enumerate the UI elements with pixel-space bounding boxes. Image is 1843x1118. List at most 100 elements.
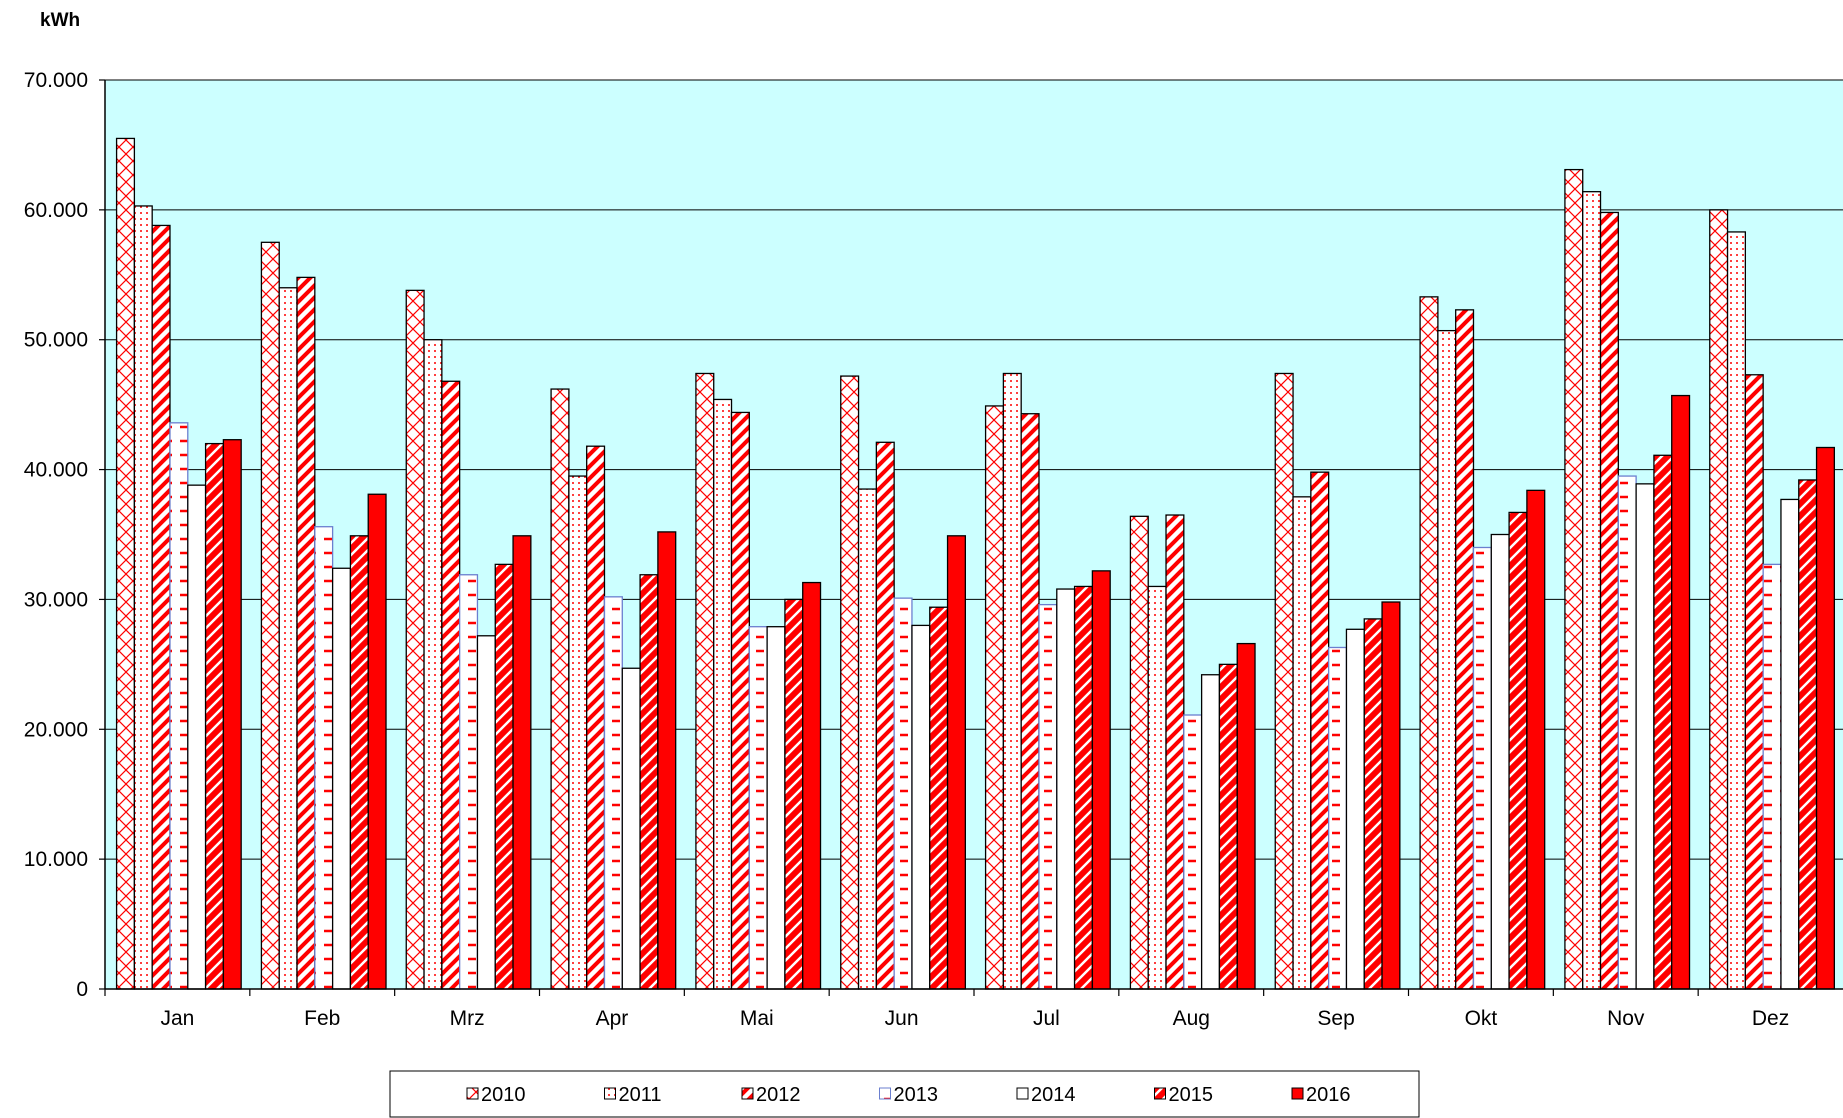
bar-2013-Mai (748, 626, 768, 990)
bar-2011-Mai (713, 398, 733, 990)
x-tick-label: Jan (160, 1007, 194, 1030)
bar-2014-Feb (331, 567, 352, 990)
x-tick-labels: Jan Feb Mrz Apr Mai Jun Jul Aug Sep Okt Nov Dez (160, 1007, 1789, 1030)
bar-2016-Jun (946, 535, 967, 990)
bar-2015-Okt (1508, 511, 1528, 990)
axes (104, 80, 1843, 990)
bar-2016-Jan (222, 439, 242, 990)
x-tick-label: Okt (1465, 1007, 1498, 1030)
bar-2012-Jul (1020, 413, 1040, 990)
bar-2016-Nov (1671, 394, 1691, 990)
bar-2012-Dez (1744, 374, 1764, 990)
bar-2015-Aug (1218, 663, 1238, 990)
bar-2014-Apr (621, 667, 641, 990)
y-tick-label: 50.000 (24, 329, 88, 352)
legend-label-2010: 2010 (481, 1084, 526, 1106)
bar-2014-Mai (766, 626, 786, 990)
bar-2012-Aug (1165, 514, 1185, 990)
bar-2012-Mai (730, 411, 750, 990)
legend-swatch-2015 (1154, 1087, 1166, 1100)
bar-2013-Jun (893, 597, 913, 990)
bar-2013-Jan (169, 422, 189, 990)
bar-2015-Dez (1798, 479, 1818, 990)
legend-label-2013: 2013 (894, 1084, 939, 1106)
bar-2010-Sep (1274, 372, 1294, 990)
y-tick-label: 0 (76, 978, 88, 1001)
x-tick-label: Aug (1173, 1007, 1210, 1030)
bar-2014-Jan (187, 484, 207, 990)
bar-2013-Aug (1183, 714, 1203, 990)
x-tick-label: Jun (885, 1007, 919, 1030)
bar-2016-Jul (1091, 570, 1111, 990)
y-tick-label: 30.000 (24, 588, 88, 611)
plot-area (105, 80, 1843, 989)
x-tick-label: Mrz (450, 1007, 485, 1030)
legend: 2010 2011 2012 2013 2014 2015 2016 (389, 1070, 1420, 1118)
bar-2015-Mrz (494, 563, 514, 990)
bar-2010-Dez (1709, 209, 1729, 990)
bar-2014-Nov (1635, 483, 1655, 990)
bar-2015-Apr (639, 574, 659, 990)
bar-2010-Jun (840, 375, 860, 990)
bar-2013-Apr (603, 596, 623, 990)
bar-2015-Sep (1363, 618, 1383, 990)
x-tick-label: Dez (1752, 1007, 1789, 1030)
legend-label-2014: 2014 (1031, 1084, 1076, 1106)
x-tick-label: Jul (1033, 1007, 1060, 1030)
bar-2016-Mrz (512, 535, 532, 990)
bar-2014-Aug (1200, 674, 1221, 990)
bar-2014-Okt (1490, 533, 1510, 990)
bar-2013-Mrz (459, 574, 479, 990)
bar-2010-Jul (984, 405, 1005, 990)
bar-2015-Mai (784, 598, 804, 990)
bar-2016-Aug (1236, 642, 1256, 990)
bar-2012-Feb (296, 276, 316, 990)
bar-2010-Feb (260, 241, 280, 990)
bar-2012-Nov (1599, 211, 1619, 990)
bar-2011-Feb (278, 287, 298, 990)
bar-2015-Feb (349, 535, 369, 990)
bar-2010-Mrz (405, 289, 425, 990)
bar-2016-Dez (1815, 446, 1836, 990)
bar-2010-Mai (695, 372, 715, 990)
bar-2011-Jul (1002, 372, 1022, 990)
bar-2015-Jan (204, 442, 225, 990)
x-tick-label: Sep (1317, 1007, 1354, 1030)
bar-2011-Jan (133, 205, 153, 990)
x-tick-label: Feb (304, 1007, 340, 1030)
bar-2016-Sep (1381, 601, 1401, 990)
bar-2011-Mrz (423, 339, 443, 990)
bar-2014-Sep (1345, 628, 1365, 990)
bar-2010-Aug (1129, 515, 1149, 990)
bar-2010-Jan (115, 137, 136, 990)
bar-2015-Nov (1653, 454, 1673, 990)
bar-2012-Jan (151, 224, 171, 990)
bar-2015-Jun (929, 606, 949, 990)
bar-2012-Jun (875, 441, 895, 990)
bar-2013-Dez (1762, 563, 1782, 990)
bar-2011-Apr (568, 475, 588, 990)
legend-box (389, 1070, 1420, 1118)
bar-2014-Mrz (476, 635, 496, 990)
bar-2011-Nov (1582, 191, 1602, 990)
legend-label-2012: 2012 (756, 1084, 801, 1106)
x-tick-label: Mai (740, 1007, 774, 1030)
bar-2010-Apr (550, 388, 570, 990)
bar-2016-Feb (367, 493, 387, 990)
legend-swatch-2011 (604, 1087, 616, 1100)
legend-label-2016: 2016 (1306, 1084, 1351, 1106)
legend-swatch-2013 (879, 1087, 891, 1100)
bar-2016-Mai (802, 581, 822, 990)
bar-2016-Okt (1526, 489, 1546, 990)
bar-2013-Feb (314, 526, 334, 990)
y-tick-label: 60.000 (24, 199, 88, 222)
legend-swatch-2016 (1291, 1087, 1304, 1100)
x-tick-label: Nov (1607, 1007, 1645, 1030)
y-tick-label: 70.000 (24, 69, 88, 92)
bar-2013-Okt (1472, 546, 1492, 990)
bar-2012-Sep (1310, 471, 1330, 990)
bar-2015-Jul (1073, 585, 1094, 990)
bar-2011-Okt (1437, 329, 1457, 990)
y-tick-label: 40.000 (24, 459, 88, 482)
